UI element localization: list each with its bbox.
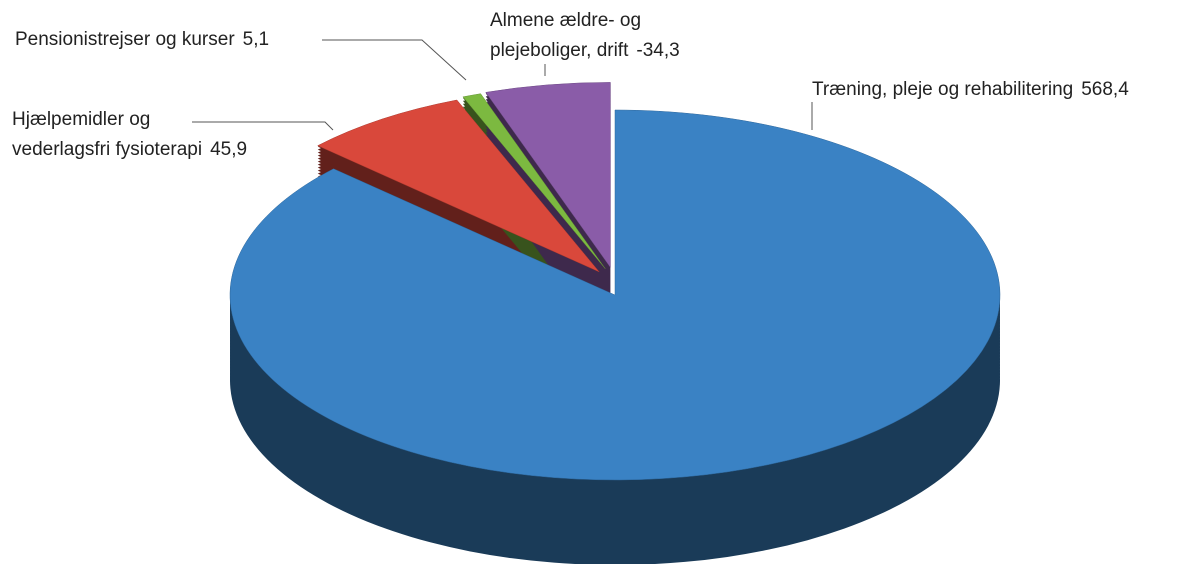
- category: Pensionistrejser og kurser: [15, 29, 235, 50]
- category: Almene ældre- og plejeboliger, drift: [490, 10, 642, 61]
- slice-label: Hjælpemidler og vederlagsfri fysioterapi…: [12, 105, 247, 165]
- value-label: -34,3: [636, 40, 680, 61]
- value-label: 568,4: [1081, 79, 1129, 100]
- leader-line: [322, 39, 467, 81]
- value-label: 45,9: [210, 139, 248, 160]
- slice-label: Træning, pleje og rehabilitering 568,4: [812, 75, 1129, 105]
- slice: [462, 93, 606, 269]
- tops: [229, 82, 1001, 481]
- slice: [317, 99, 600, 273]
- slice-label: Almene ældre- og plejeboliger, drift -34,…: [490, 6, 680, 66]
- slice-label: Pensionistrejser og kurser 5,1: [15, 25, 269, 55]
- category: Hjælpemidler og vederlagsfri fysioterapi: [12, 109, 203, 160]
- slice: [229, 109, 1001, 481]
- leader-line: [192, 121, 334, 131]
- value-label: 5,1: [242, 29, 270, 50]
- slice: [485, 82, 611, 269]
- category: Træning, pleje og rehabilitering: [812, 79, 1074, 100]
